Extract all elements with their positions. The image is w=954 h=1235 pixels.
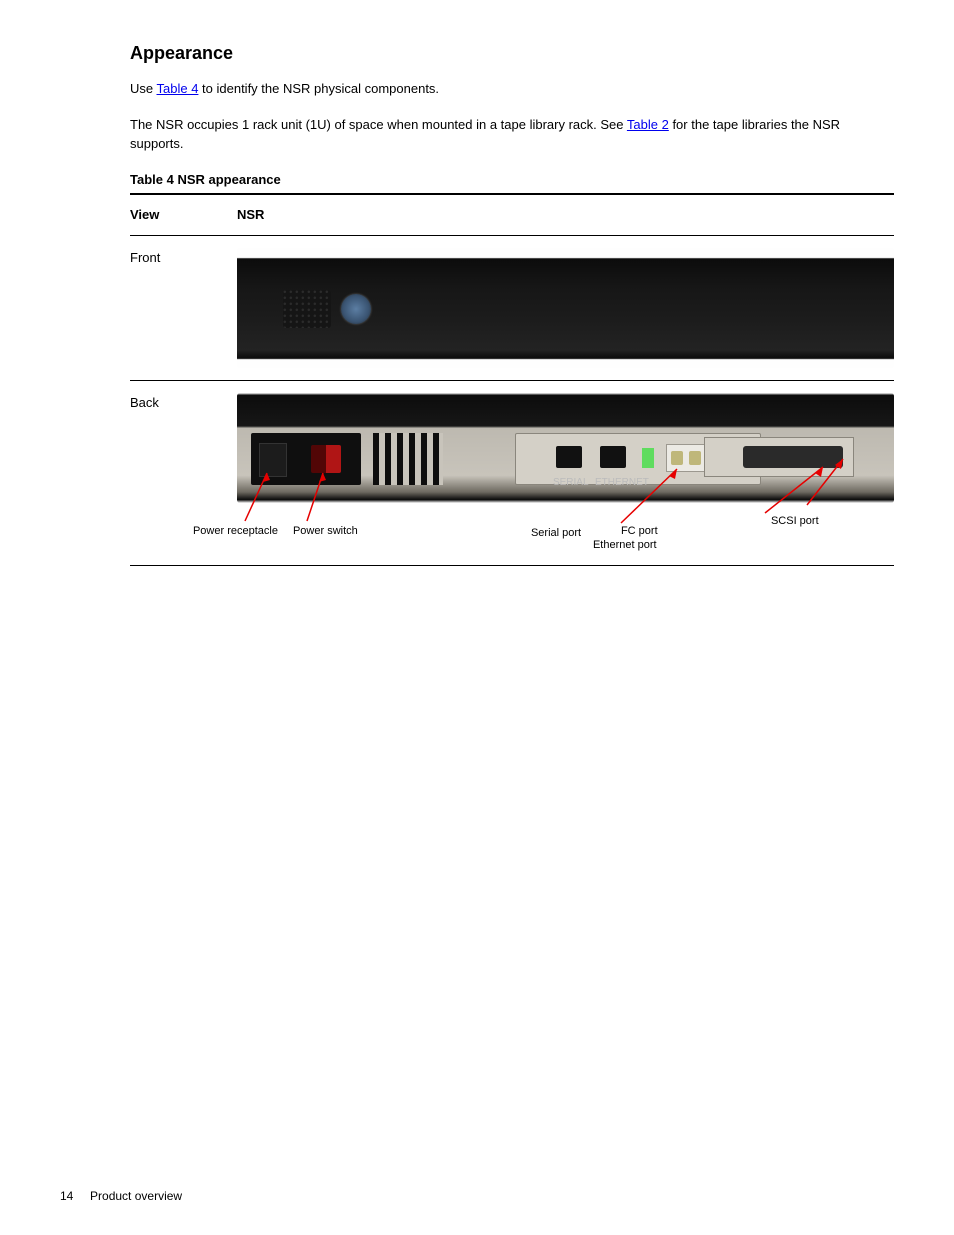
view-label-front: Front [130,240,237,376]
col-header-view: View [130,199,237,231]
table-header-row: View NSR [130,199,894,231]
intro-paragraph: Use Table 4 to identify the NSR physical… [130,79,894,99]
front-photo-wrap [237,248,894,368]
table-row: Back SERIA [130,385,894,561]
footer-section-label: Product overview [90,1189,182,1203]
front-photo-cell [237,240,894,376]
intro-text-2: to identify the NSR physical components. [198,81,439,96]
section-heading: Appearance [130,40,894,67]
table-top-rule [130,193,894,195]
nsr-front-photo [237,248,894,368]
table-row: Front [130,240,894,376]
intro-text-1: Use [130,81,157,96]
intro-text-3: The NSR occupies 1 rack unit (1U) of spa… [130,117,627,132]
scsi-plate [704,437,854,477]
vent-grille [373,433,443,485]
table-row [130,561,894,570]
serial-label-silk: SERIAL [553,475,589,490]
serial-jack [556,446,582,468]
page-footer: 14 Product overview [60,1187,182,1205]
page-number: 14 [60,1189,73,1203]
rear-photo-wrap: SERIAL ETHERNET [237,393,894,553]
nsr-rear-photo: SERIAL ETHERNET [237,393,894,503]
callout-fc-port: FC port [621,523,658,540]
main-content: Appearance Use Table 4 to identify the N… [60,40,894,570]
intro-paragraph-2: The NSR occupies 1 rack unit (1U) of spa… [130,115,894,154]
appearance-table: View NSR Front Back [130,199,894,570]
power-block [251,433,361,485]
ethernet-label-silk: ETHERNET [595,475,649,490]
callout-power-switch: Power switch [293,523,358,540]
table-row [130,376,894,385]
table2-link[interactable]: Table 2 [627,117,669,132]
callout-power-receptacle: Power receptacle [193,523,278,540]
led-block [642,448,654,468]
callout-serial-port: Serial port [531,525,581,542]
ethernet-jack [600,446,626,468]
table-caption: Table 4 NSR appearance [130,170,894,190]
callout-scsi-port: SCSI port [771,513,819,530]
back-photo-cell: SERIAL ETHERNET [237,385,894,561]
table4-link[interactable]: Table 4 [157,81,199,96]
col-header-nsr: NSR [237,199,894,231]
fc-sfp [666,444,706,472]
table-row [130,231,894,240]
table-rule [130,235,894,236]
table-rule [130,380,894,381]
table-bottom-rule [130,565,894,566]
